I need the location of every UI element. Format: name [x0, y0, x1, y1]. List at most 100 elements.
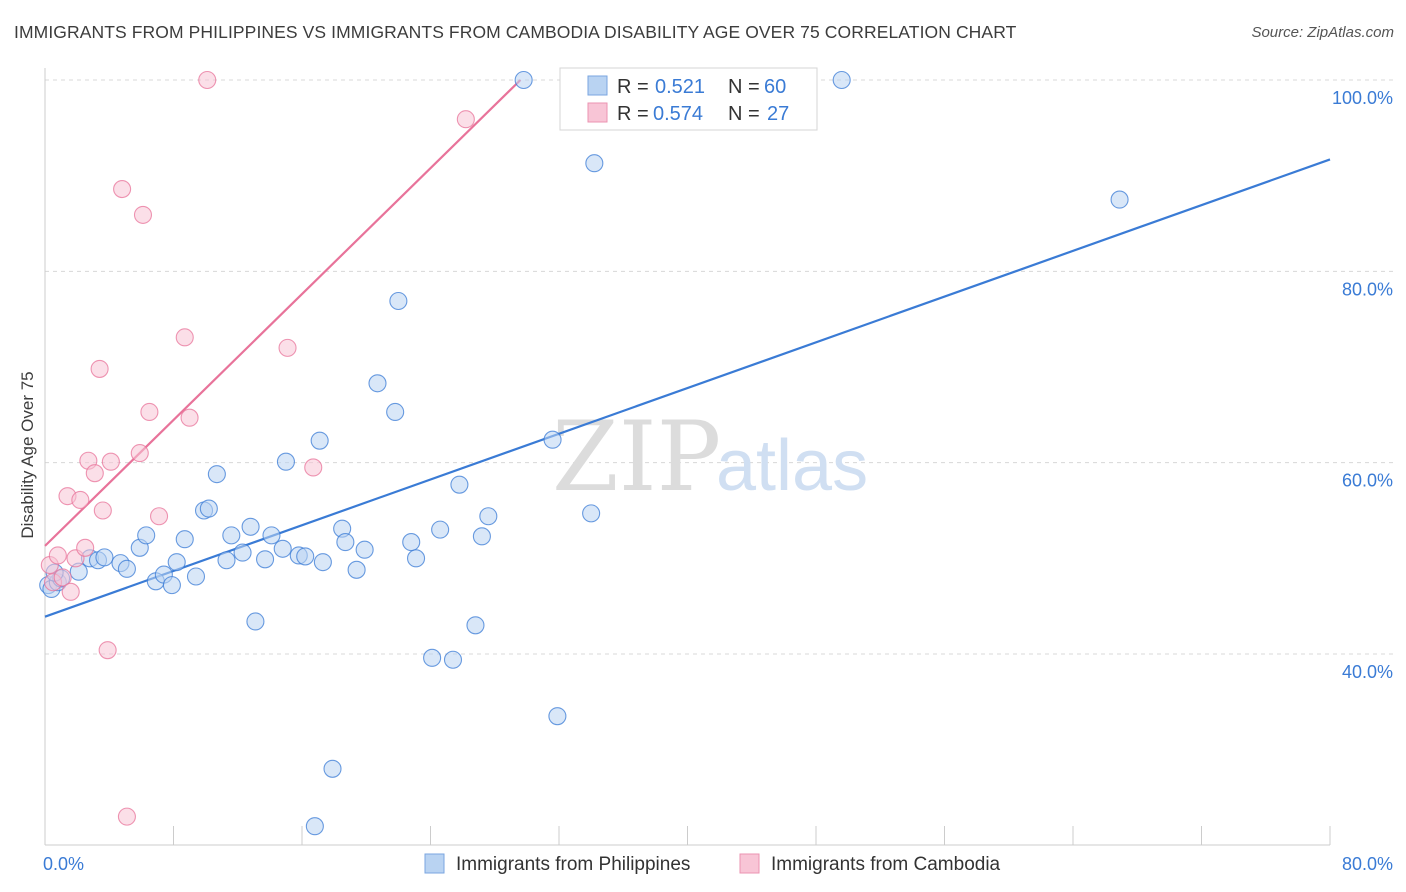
point-philippines	[256, 550, 275, 569]
point-philippines	[585, 154, 604, 173]
point-philippines	[167, 553, 186, 572]
point-philippines	[199, 499, 218, 518]
point-philippines	[1110, 190, 1129, 209]
point-cambodia	[175, 328, 194, 347]
y-tick-label: 60.0%	[1342, 471, 1393, 491]
point-cambodia	[48, 546, 67, 565]
legend-r-label-2: R =	[617, 103, 649, 125]
legend-n-label-2: N =	[728, 103, 760, 125]
point-philippines	[355, 540, 374, 559]
bottom-legend-swatch-cambodia	[739, 853, 760, 874]
point-philippines	[313, 553, 332, 572]
point-philippines	[832, 70, 851, 90]
x-tick-label: 80.0%	[1342, 854, 1393, 874]
legend-r-label-1: R =	[617, 76, 649, 98]
point-cambodia	[117, 807, 136, 826]
point-philippines	[241, 517, 260, 536]
point-cambodia	[90, 359, 109, 378]
point-cambodia	[140, 402, 159, 422]
point-philippines	[233, 543, 252, 562]
top-legend: R = 0.521 N = 60 R = 0.574 N = 27	[559, 67, 818, 131]
trend-line-cambodia	[44, 79, 522, 547]
point-philippines	[450, 475, 469, 494]
point-cambodia	[93, 501, 112, 520]
point-philippines	[273, 539, 292, 558]
point-philippines	[217, 551, 236, 570]
data-points	[39, 70, 1129, 836]
x-tick-labels: 0.0% 80.0%	[43, 854, 1393, 874]
point-philippines	[431, 520, 450, 539]
x-tick-label: 0.0%	[43, 854, 84, 874]
point-philippines	[276, 452, 295, 471]
watermark-zip: ZIP	[552, 401, 721, 513]
point-cambodia	[198, 70, 217, 90]
point-cambodia	[304, 458, 323, 477]
legend-n-value-2: 27	[767, 103, 789, 125]
point-philippines	[514, 70, 533, 90]
point-cambodia	[130, 444, 149, 463]
point-cambodia	[101, 452, 120, 471]
point-philippines	[296, 547, 315, 566]
point-philippines	[443, 650, 463, 669]
point-philippines	[137, 526, 156, 545]
legend-r-value-2: 0.574	[653, 103, 703, 125]
legend-n-label-1: N =	[728, 76, 760, 98]
point-cambodia	[85, 464, 104, 483]
point-cambodia	[61, 582, 80, 601]
point-cambodia	[133, 205, 153, 224]
point-philippines	[262, 526, 281, 545]
y-axis-title: Disability Age Over 75	[18, 371, 37, 538]
point-cambodia	[53, 568, 72, 587]
trend-lines	[44, 79, 1331, 618]
point-philippines	[207, 465, 226, 484]
y-tick-label: 40.0%	[1342, 662, 1393, 682]
point-philippines	[479, 507, 498, 526]
point-philippines	[117, 559, 136, 578]
point-philippines	[336, 533, 355, 552]
point-philippines	[246, 612, 265, 631]
point-philippines	[582, 504, 601, 523]
point-philippines	[406, 549, 426, 568]
trend-line-philippines	[44, 158, 1331, 618]
point-cambodia	[278, 338, 297, 357]
point-philippines	[368, 374, 387, 393]
point-philippines	[186, 567, 206, 586]
bottom-legend-label-cambodia: Immigrants from Cambodia	[771, 854, 1001, 875]
bottom-legend-swatch-philippines	[424, 853, 445, 874]
legend-swatch-philippines	[587, 75, 608, 96]
point-cambodia	[71, 490, 90, 510]
legend-n-value-1: 60	[764, 76, 786, 98]
axes	[44, 68, 1331, 846]
point-philippines	[347, 560, 366, 579]
point-philippines	[310, 431, 329, 450]
chart-title: IMMIGRANTS FROM PHILIPPINES VS IMMIGRANT…	[14, 22, 1017, 42]
point-philippines	[162, 576, 181, 595]
point-philippines	[472, 527, 491, 546]
point-philippines	[95, 548, 114, 567]
legend-r-value-1: 0.521	[655, 76, 705, 98]
bottom-legend: Immigrants from Philippines Immigrants f…	[424, 853, 1001, 875]
point-philippines	[423, 648, 442, 667]
point-philippines	[543, 430, 562, 449]
source-label: Source: ZipAtlas.com	[1251, 24, 1394, 41]
point-cambodia	[456, 110, 475, 129]
point-philippines	[305, 817, 324, 836]
watermark-atlas: atlas	[716, 426, 868, 506]
point-philippines	[548, 707, 567, 726]
point-philippines	[175, 530, 194, 549]
point-philippines	[389, 291, 408, 311]
point-cambodia	[76, 538, 95, 557]
point-cambodia	[149, 507, 169, 526]
y-tick-labels: 100.0% 80.0% 60.0% 40.0%	[1332, 88, 1393, 682]
point-philippines	[222, 526, 241, 545]
bottom-legend-label-philippines: Immigrants from Philippines	[456, 854, 690, 875]
point-philippines	[402, 533, 421, 552]
point-cambodia	[98, 641, 117, 660]
point-philippines	[323, 759, 342, 778]
y-tick-label: 100.0%	[1332, 88, 1393, 108]
point-philippines	[386, 402, 405, 422]
legend-swatch-cambodia	[587, 102, 608, 123]
grid-lines	[45, 79, 1395, 655]
point-cambodia	[113, 180, 132, 199]
